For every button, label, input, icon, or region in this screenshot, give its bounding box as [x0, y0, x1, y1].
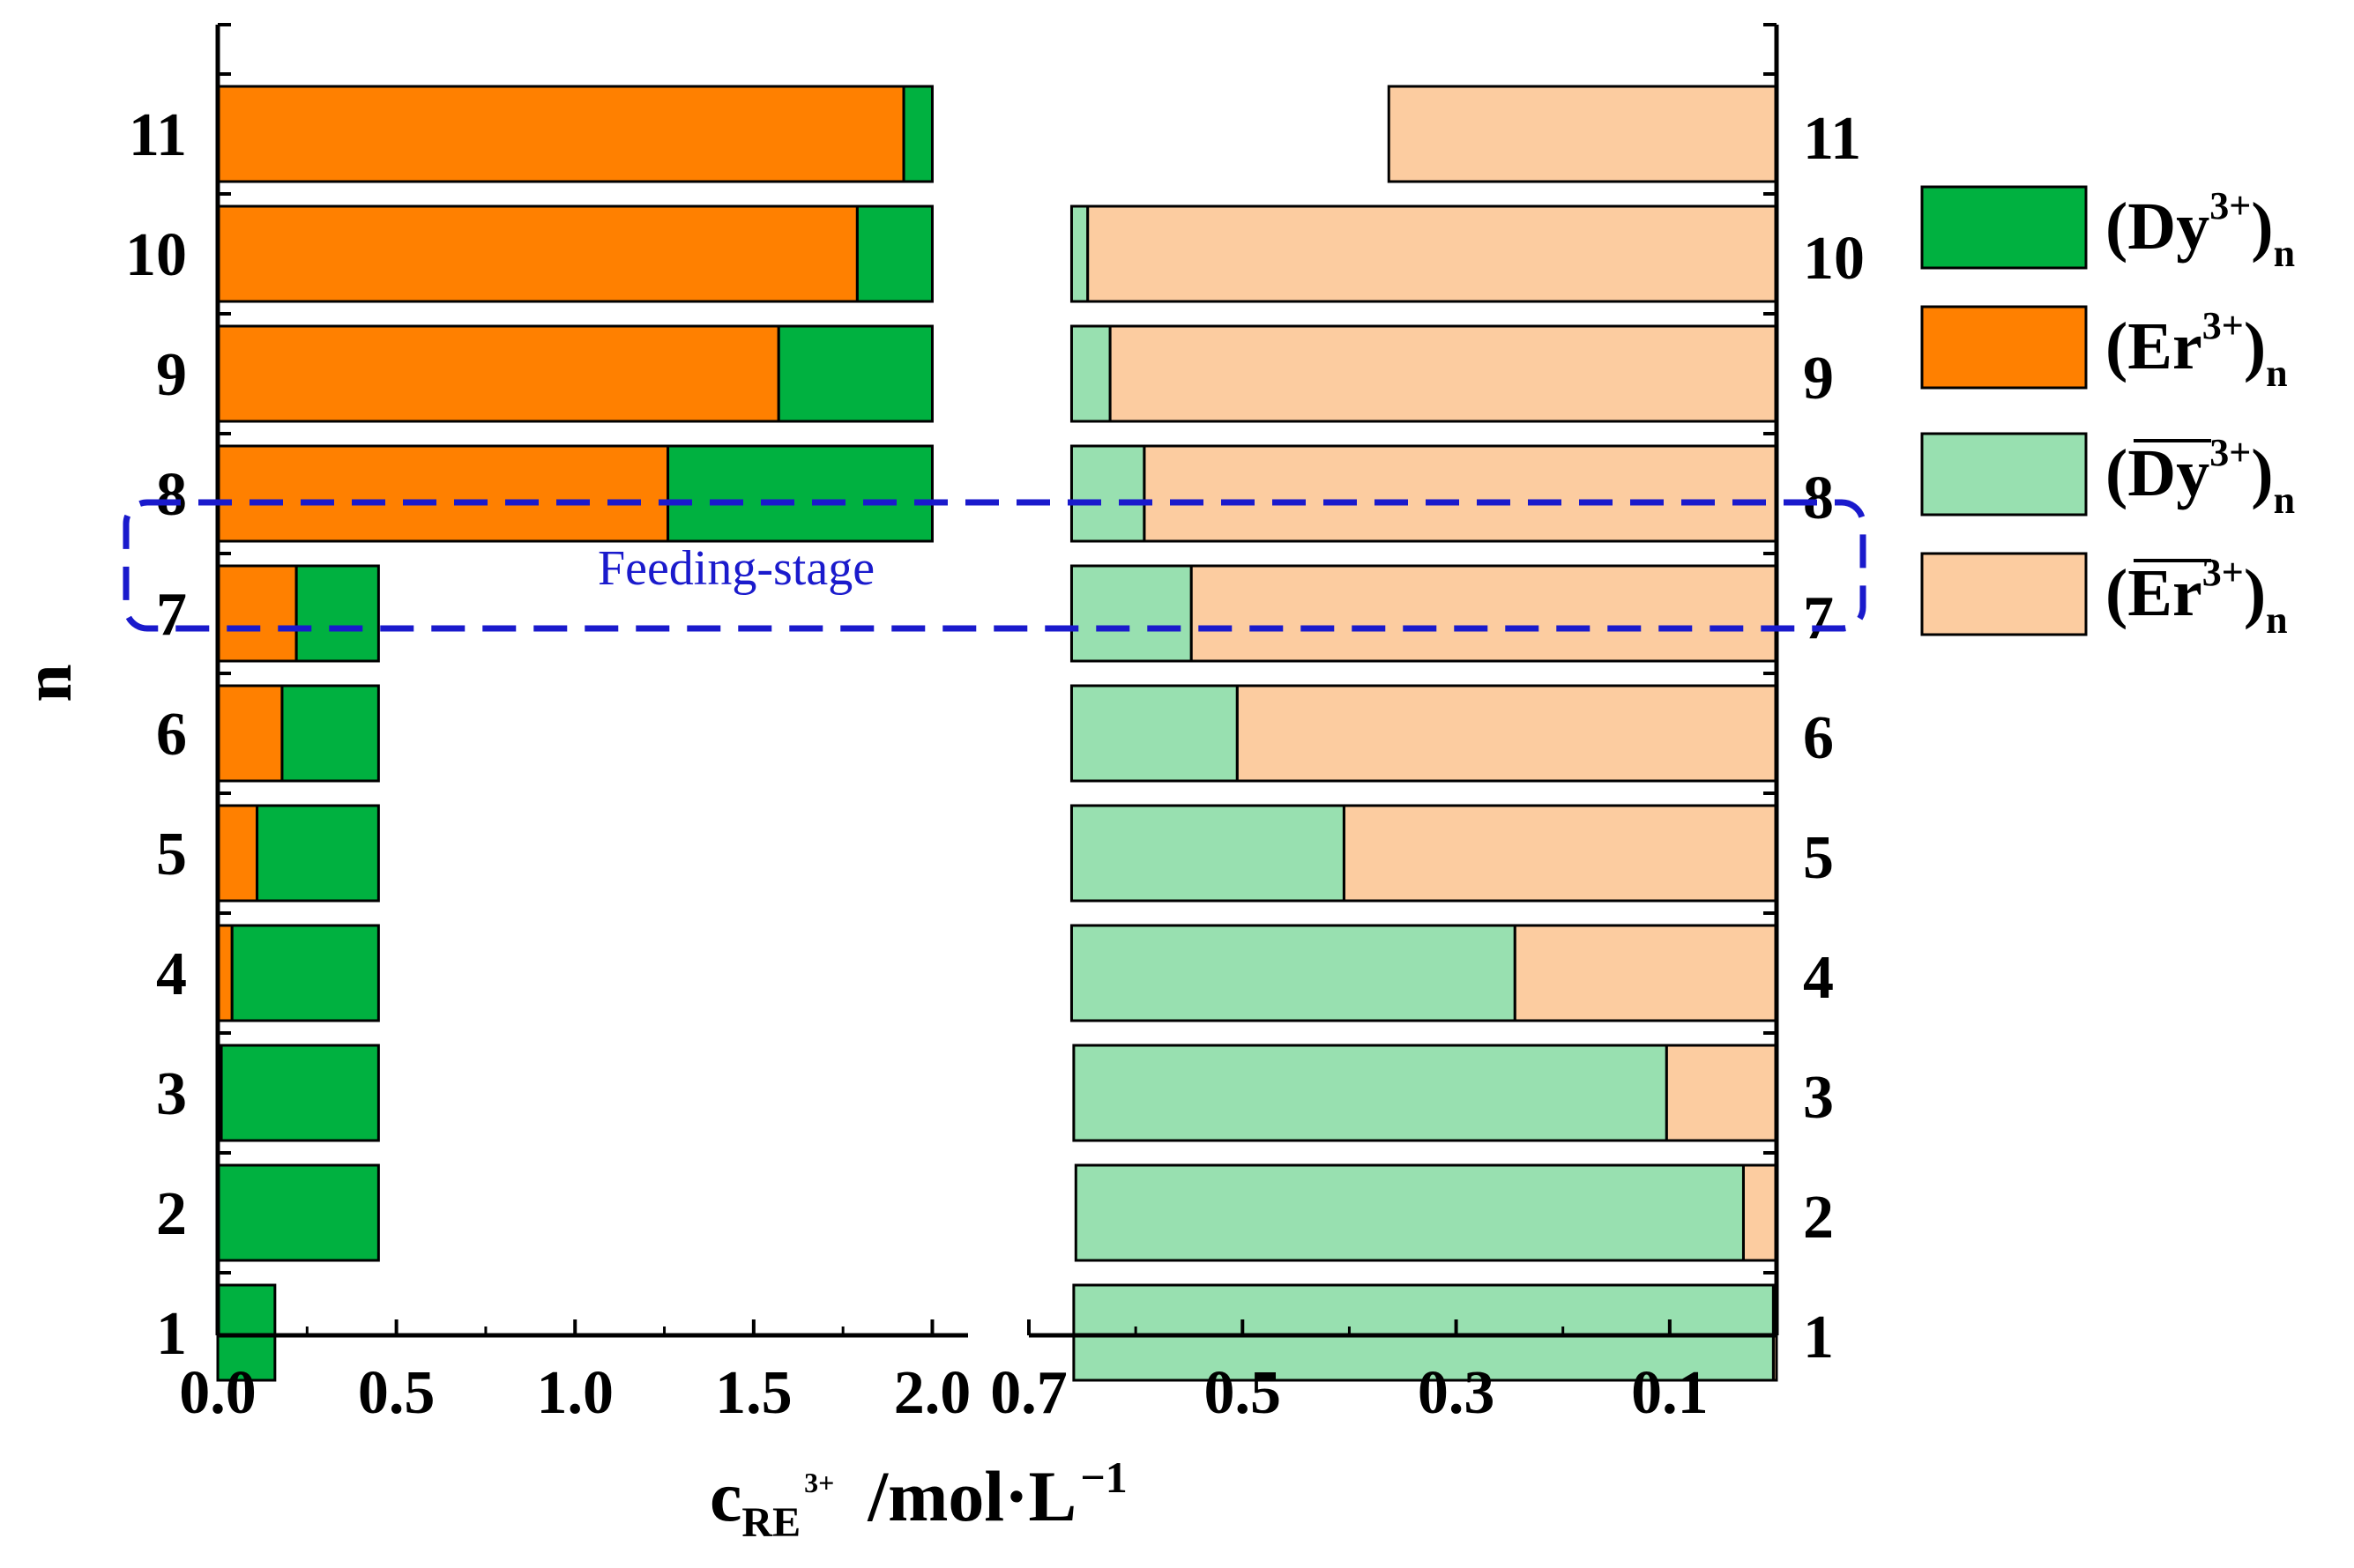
- left-ytick-label-7: 7: [156, 581, 187, 649]
- right-ytick-label-10: 10: [1803, 225, 1865, 293]
- left-xtick-label-0.5: 0.5: [358, 1359, 436, 1427]
- right-bar-er_org-n5: [1342, 804, 1778, 903]
- left-ytick-label-5: 5: [156, 821, 187, 888]
- right-bar-er_org-n6: [1235, 684, 1778, 783]
- right-xtick-label-0.5: 0.5: [1204, 1359, 1282, 1427]
- left-ytick-label-3: 3: [156, 1060, 187, 1128]
- right-ytick-label-9: 9: [1803, 345, 1834, 412]
- feeding-stage-label: Feeding-stage: [598, 541, 875, 596]
- legend-label-er_aq: (Er3+)n: [2105, 304, 2288, 395]
- right-ticks: 1 2 3 4 5 6 7 8 9 10 11 0.7 0.5 0.3 0.1: [990, 23, 1865, 1427]
- right-ytick-label-2: 2: [1803, 1184, 1834, 1252]
- right-bar-dy_org-n8: [1069, 444, 1146, 543]
- right-bar-er_org-n10: [1086, 204, 1778, 303]
- left-bar-dy_aq-n4: [230, 924, 380, 1022]
- legend-swatch-er_org: [1920, 552, 2088, 636]
- left-xtick-label-0.0: 0.0: [179, 1359, 257, 1427]
- right-bar-dy_org-n4: [1069, 924, 1516, 1022]
- legend-item-er_aq: (Er3+)n: [1920, 304, 2288, 395]
- right-xtick-label-0.7: 0.7: [990, 1359, 1068, 1427]
- legend: (Dy3+)n (Er3+)n (Dy3+)n (Er3+)n: [1920, 184, 2295, 642]
- left-ytick-label-1: 1: [156, 1300, 187, 1368]
- right-bar-dy_org-n6: [1069, 684, 1239, 783]
- x-axis-label: cRE3+ /mol·L−1: [710, 1453, 1128, 1546]
- right-bar-dy_org-n1: [1072, 1283, 1775, 1382]
- y-axis-label: n: [9, 664, 86, 702]
- left-bar-er_aq-n11: [216, 85, 905, 183]
- right-ytick-label-3: 3: [1803, 1064, 1834, 1132]
- left-bar-dy_aq-n9: [777, 324, 934, 423]
- x-axis-label-unit: /mol·L: [867, 1456, 1076, 1536]
- legend-item-er_org: (Er3+)n: [1920, 551, 2288, 642]
- left-bar-er_aq-n9: [216, 324, 780, 423]
- left-bar-dy_aq-n8: [667, 444, 934, 543]
- left-ytick-label-9: 9: [156, 341, 187, 409]
- legend-label-dy_org: (Dy3+)n: [2105, 431, 2295, 522]
- right-xtick-label-0.3: 0.3: [1418, 1359, 1495, 1427]
- left-bar-dy_aq-n2: [216, 1163, 380, 1262]
- left-ytick-label-8: 8: [156, 461, 187, 529]
- x-axis-label-subscript: RE: [741, 1499, 801, 1546]
- right-bar-er_org-n3: [1665, 1044, 1778, 1142]
- right-bar-dy_org-n2: [1074, 1163, 1745, 1262]
- left-bar-er_aq-n5: [216, 804, 259, 903]
- right-bar-dy_org-n3: [1072, 1044, 1668, 1142]
- left-ytick-label-10: 10: [125, 221, 187, 289]
- right-ytick-label-4: 4: [1803, 944, 1834, 1012]
- feeding-stage-box: [123, 499, 1866, 632]
- legend-label-er_org: (Er3+)n: [2105, 551, 2288, 642]
- legend-swatch-er_aq: [1920, 305, 2088, 390]
- right-bar-er_org-n7: [1189, 564, 1778, 663]
- right-ytick-label-8: 8: [1803, 464, 1834, 532]
- left-ytick-label-6: 6: [156, 701, 187, 769]
- right-ytick-label-11: 11: [1803, 105, 1861, 173]
- right-ytick-label-6: 6: [1803, 704, 1834, 772]
- left-xtick-label-1.5: 1.5: [715, 1359, 793, 1427]
- left-bar-dy_aq-n11: [902, 85, 934, 183]
- legend-swatch-dy_org: [1920, 432, 2088, 516]
- left-bar-dy_aq-n10: [855, 204, 934, 303]
- right-ytick-label-1: 1: [1803, 1304, 1834, 1371]
- right-bar-er_org-n9: [1108, 324, 1778, 423]
- right-bar-er_org-n8: [1143, 444, 1778, 543]
- right-ytick-label-7: 7: [1803, 584, 1834, 652]
- right-bar-dy_org-n7: [1069, 564, 1193, 663]
- legend-swatch-dy_aq: [1920, 185, 2088, 270]
- left-bar-er_aq-n10: [216, 204, 859, 303]
- left-xtick-label-1.0: 1.0: [536, 1359, 614, 1427]
- right-panel-bars: [1069, 85, 1778, 1382]
- left-bar-dy_aq-n5: [256, 804, 380, 903]
- left-bar-dy_aq-n6: [280, 684, 380, 783]
- left-ytick-label-4: 4: [156, 940, 187, 1008]
- x-axis-label-main: c: [710, 1456, 741, 1536]
- left-panel-bars: [216, 85, 934, 1382]
- x-axis-label-unit-superscript: −1: [1080, 1453, 1128, 1502]
- left-bar-dy_aq-n3: [220, 1044, 380, 1142]
- right-bar-er_org-n11: [1387, 85, 1778, 183]
- right-bar-dy_org-n10: [1069, 204, 1090, 303]
- left-bar-dy_aq-n7: [294, 564, 380, 663]
- right-ytick-label-5: 5: [1803, 824, 1834, 892]
- right-bar-er_org-n4: [1513, 924, 1778, 1022]
- left-ytick-label-2: 2: [156, 1180, 187, 1248]
- left-ticks: 1 2 3 4 5 6 7 8 9 10 11 0.0 0.5 1.0 1.5 2.0: [125, 23, 972, 1427]
- right-bar-dy_org-n5: [1069, 804, 1345, 903]
- left-ytick-label-11: 11: [129, 101, 187, 169]
- right-bar-dy_org-n9: [1069, 324, 1112, 423]
- legend-label-dy_aq: (Dy3+)n: [2105, 184, 2295, 275]
- right-xtick-label-0.1: 0.1: [1631, 1359, 1709, 1427]
- right-bar-er_org-n2: [1741, 1163, 1778, 1262]
- legend-item-dy_aq: (Dy3+)n: [1920, 184, 2295, 275]
- left-xtick-label-2.0: 2.0: [894, 1359, 972, 1427]
- left-bar-er_aq-n6: [216, 684, 284, 783]
- legend-item-dy_org: (Dy3+)n: [1920, 431, 2295, 522]
- left-bar-er_aq-n7: [216, 564, 298, 663]
- left-bar-er_aq-n8: [216, 444, 670, 543]
- x-axis-label-superscript: 3+: [804, 1467, 834, 1498]
